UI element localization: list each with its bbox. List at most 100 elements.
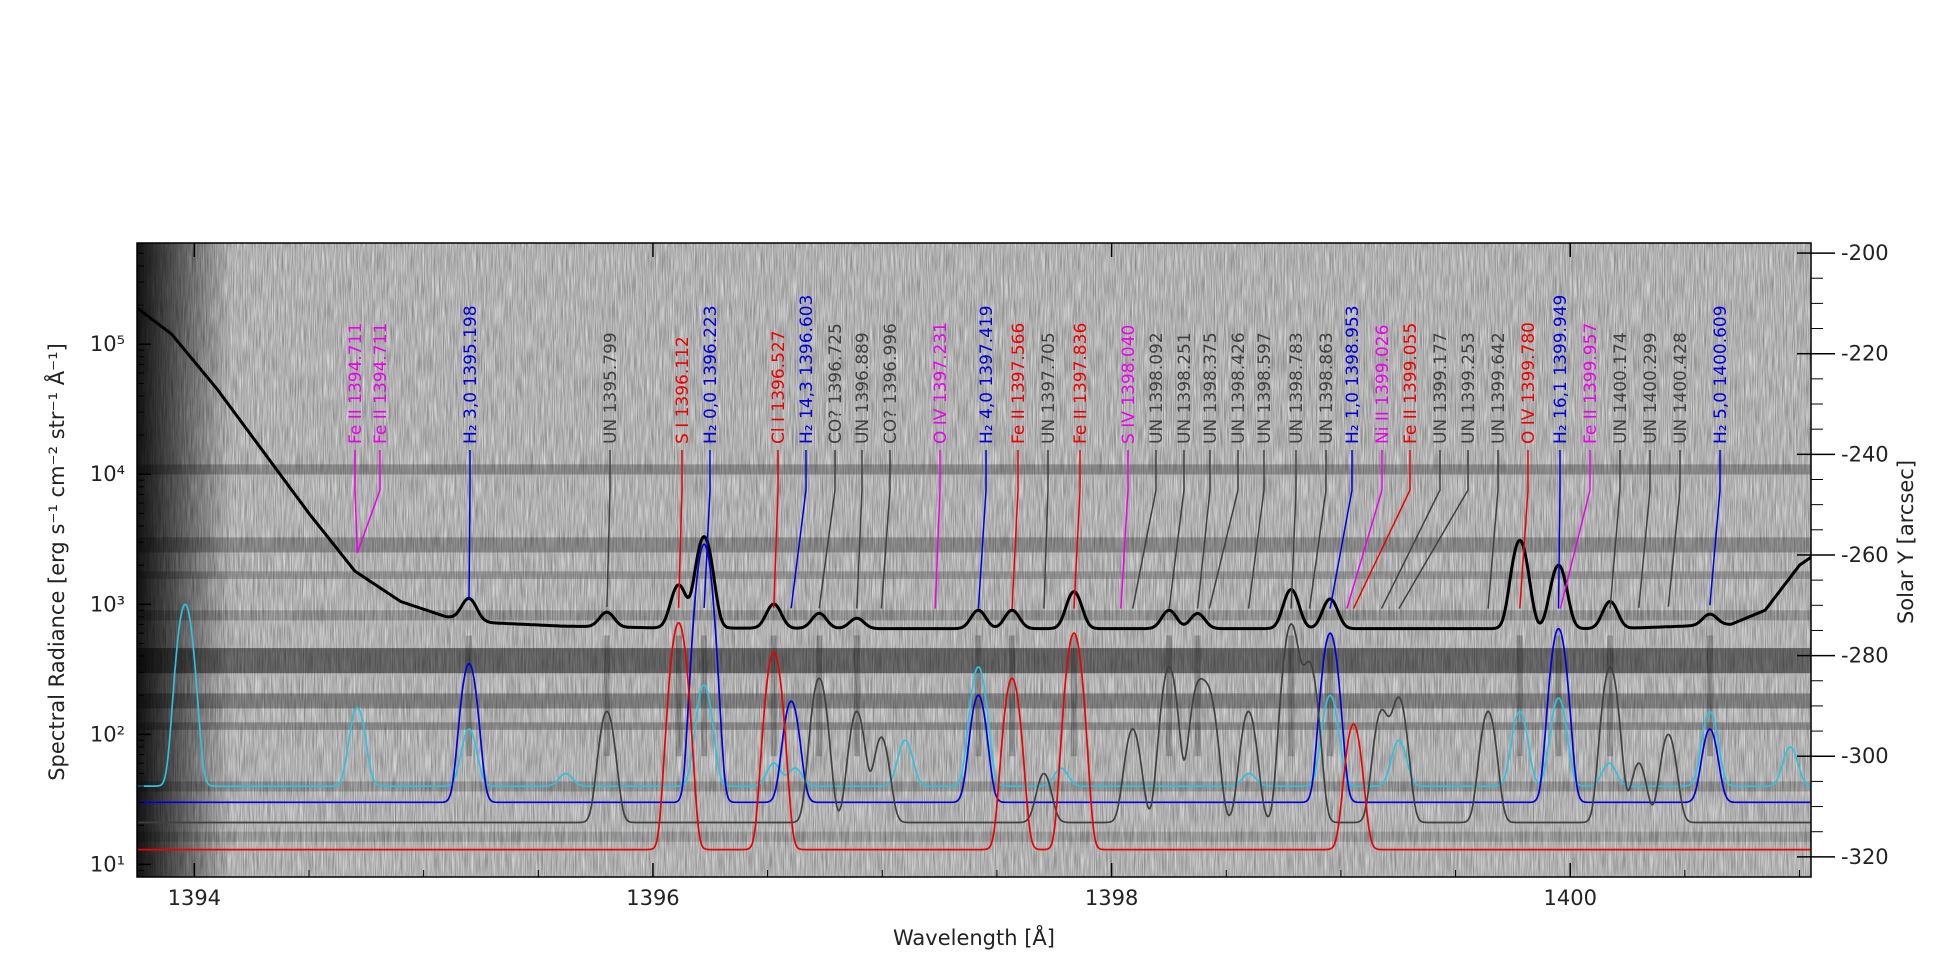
line-label-36: H₂ 5,0 1400.609 [1709,305,1731,606]
label-leader-2 [468,450,471,600]
x-tick-label: 1400 [1543,886,1596,910]
label-text-7: H₂ 14,3 1396.603 [797,295,817,444]
y2-tick-label: -280 [1841,644,1889,668]
line-label-3: UN 1395.799 [601,332,621,607]
spectrogram-band [137,693,1811,709]
line-label-10: CO? 1396.996 [880,323,901,609]
label-text-14: UN 1397.705 [1039,332,1059,444]
spectrogram-band [137,648,1811,674]
line-label-31: H₂ 16,1 1399.949 [1551,295,1571,609]
label-text-10: CO? 1396.996 [881,323,901,444]
label-text-6: Cl I 1396.527 [769,330,789,444]
line-label-17: UN 1398.092 [1131,332,1167,609]
series-layer [137,543,1811,851]
label-text-28: UN 1399.253 [1459,332,1479,444]
line-label-34: UN 1400.299 [1638,332,1661,608]
label-text-4: S I 1396.112 [673,336,693,444]
label-leader-33 [1609,450,1621,609]
spectrogram-streak [1288,635,1295,757]
label-leader-30 [1519,450,1529,609]
spectrogram-streak [701,635,708,757]
label-text-35: UN 1400.428 [1671,332,1691,444]
observed-spectrum-layer [137,306,1811,631]
series-line-0 [137,603,1811,787]
observed-spectrum-line [137,306,1811,631]
line-label-33: UN 1400.174 [1609,332,1631,609]
label-text-31: H₂ 16,1 1399.949 [1551,295,1571,444]
line-label-15: Fe II 1397.836 [1071,323,1091,609]
line-label-21: UN 1398.597 [1247,332,1275,609]
label-leader-5 [703,450,711,609]
line-label-23: UN 1398.863 [1308,332,1337,609]
label-leader-14 [1043,450,1049,609]
line-label-2: H₂ 3,0 1395.198 [461,305,481,600]
line-label-25: Ni II 1399.026 [1346,325,1393,609]
y2-tick-label: -300 [1841,744,1889,768]
label-text-5: H₂ 0,0 1396.223 [701,305,721,444]
spectrogram-streak [1166,635,1173,757]
spectrogram-streak [853,635,860,757]
spectrogram-streak [466,635,473,757]
spectrogram-streak [1516,635,1523,757]
line-label-20: UN 1398.426 [1208,332,1249,609]
label-text-2: H₂ 3,0 1395.198 [461,305,481,444]
label-text-21: UN 1398.597 [1255,332,1275,444]
label-leader-17 [1131,450,1157,609]
label-text-12: H₂ 4,0 1397.419 [977,305,997,444]
label-leader-22 [1290,450,1297,609]
label-leader-10 [880,450,891,609]
spectrogram-streak [1555,635,1562,757]
y-axis-title: Spectral Radiance [erg s⁻¹ cm⁻² str⁻¹ Å⁻… [43,343,69,781]
label-leader-1 [356,450,381,554]
line-label-9: UN 1396.889 [853,332,873,609]
line-label-4: S I 1396.112 [673,336,693,608]
label-text-30: O IV 1399.780 [1519,322,1539,444]
spectrogram-streak [675,635,682,757]
line-label-0: Fe II 1394.711 [346,323,366,553]
plot-frame [136,242,1812,878]
spectrogram-band [137,831,1811,842]
line-label-13: Fe II 1397.566 [1009,323,1029,609]
label-text-32: Fe II 1399.957 [1581,323,1601,444]
line-label-27: UN 1399.177 [1380,332,1451,609]
label-leader-3 [606,450,611,607]
label-text-26: Fe II 1399.055 [1401,323,1421,444]
x-axis-title: Wavelength [Å] [893,924,1055,950]
label-leader-18 [1168,450,1185,609]
line-label-26: Fe II 1399.055 [1352,323,1421,609]
y-tick-label: 10¹ [90,852,125,876]
label-text-16: S IV 1398.040 [1119,325,1139,444]
spectrogram-grain [137,243,1811,877]
label-text-18: UN 1398.251 [1175,332,1195,444]
label-leader-9 [856,450,863,609]
spectrogram-band [137,464,1811,475]
y2-tick-label: -220 [1841,342,1889,366]
y-tick-label: 10² [90,722,125,746]
label-text-23: UN 1398.863 [1317,332,1337,444]
line-label-5: H₂ 0,0 1396.223 [701,305,721,609]
label-leader-24 [1329,450,1353,609]
x-tick-label: 1394 [168,886,221,910]
label-text-24: H₂ 1,0 1398.953 [1343,305,1363,444]
label-leader-31 [1557,450,1561,609]
spectrogram-band [137,781,1811,792]
label-leader-11 [934,450,941,609]
line-label-7: H₂ 14,3 1396.603 [790,295,817,609]
spectrogram-streak [770,635,777,757]
label-leader-26 [1352,450,1411,609]
label-leader-28 [1398,450,1469,609]
spectrogram-band [137,722,1811,730]
label-leader-19 [1196,450,1211,609]
line-label-layer: Fe II 1394.711 Fe II 1394.711 H₂ 3,0 1395.… [346,295,1731,609]
label-text-27: UN 1399.177 [1431,332,1451,444]
axes: 1394 1396 1398 1400 10¹ 10² 10³ 10⁴ 10⁵ -200 -220 -… [90,241,1889,910]
line-label-12: H₂ 4,0 1397.419 [977,305,997,609]
spectrogram-streak [1607,635,1614,757]
label-leader-29 [1487,450,1499,609]
line-label-32: Fe II 1399.957 [1559,323,1601,609]
label-leader-35 [1667,450,1681,607]
label-leader-4 [677,450,683,608]
spectrogram-streak [1194,635,1201,757]
line-label-30: O IV 1399.780 [1519,322,1539,609]
y2-axis-title: Solar Y [arcsec] [1894,460,1918,624]
